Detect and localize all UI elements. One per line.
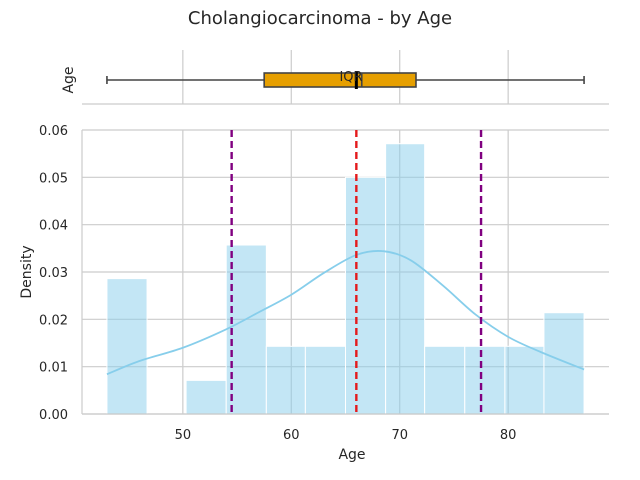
hist-x-tick-label: 50 (175, 428, 192, 443)
hist-bar (225, 244, 267, 415)
box-panel: Age IQR (61, 50, 609, 105)
hist-y-tick-label: 0.06 (39, 124, 68, 139)
hist-y-tick-label: 0.01 (39, 361, 68, 376)
reference-lines (230, 130, 483, 414)
hist-bar (345, 176, 387, 415)
hist-bar (304, 345, 346, 415)
hist-y-tick-label: 0.02 (39, 313, 68, 328)
hist-tick-labels: 0.00 0.01 0.02 0.03 0.04 0.05 0.06 50 60 70 80 (39, 124, 516, 443)
hist-bar (185, 379, 227, 415)
hist-x-tick-label: 60 (283, 428, 300, 443)
hist-bar (385, 143, 426, 415)
hist-bar (464, 345, 506, 415)
hist-xlabel: Age (338, 447, 365, 463)
histogram-panel: 0.00 0.01 0.02 0.03 0.04 0.05 0.06 50 60 70 80 Age… (19, 124, 609, 463)
hist-x-tick-label: 80 (500, 428, 517, 443)
hist-y-tick-label: 0.00 (39, 408, 68, 423)
hist-bar (265, 345, 306, 415)
box-iqr (263, 72, 417, 88)
hist-y-tick-label: 0.05 (39, 171, 68, 186)
box-ylabel: Age (61, 66, 77, 93)
hist-x-tick-label: 70 (391, 428, 408, 443)
hist-y-tick-label: 0.03 (39, 266, 68, 281)
figure-title: Cholangiocarcinoma - by Age (188, 8, 452, 29)
hist-bar (424, 345, 466, 415)
hist-bar (543, 312, 585, 415)
box-iqr-annotation: IQR (339, 70, 362, 85)
hist-ylabel: Density (19, 245, 35, 298)
box-marks (106, 71, 585, 89)
hist-y-tick-label: 0.04 (39, 219, 68, 234)
hist-bars (106, 143, 585, 415)
hist-bar (106, 278, 148, 415)
hist-bar (504, 345, 545, 415)
